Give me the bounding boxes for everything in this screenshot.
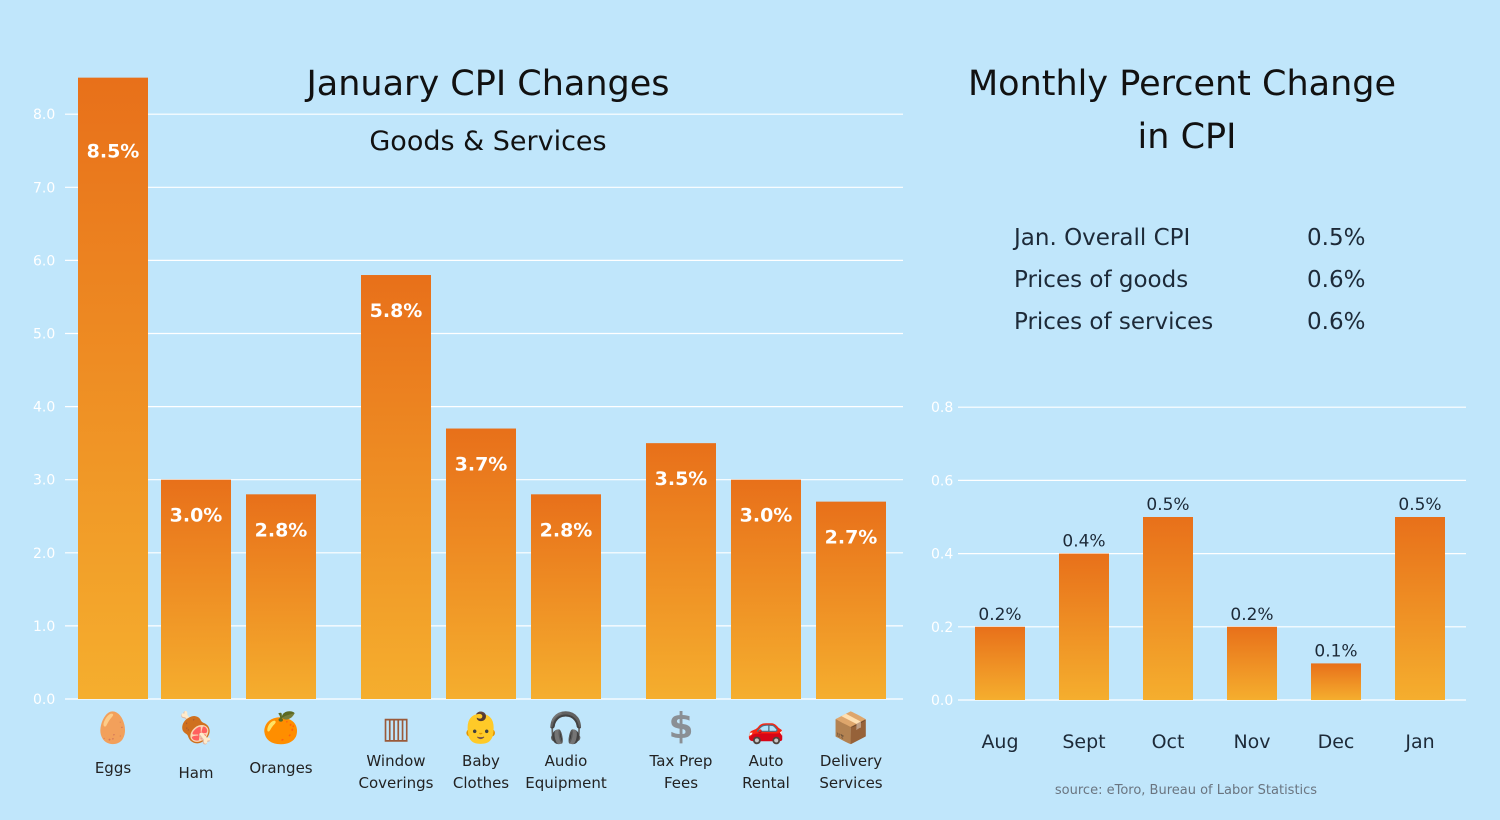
right-bar-value-label: 0.2% (1230, 605, 1273, 625)
right-bar-value-label: 0.2% (978, 605, 1021, 625)
summary-label: Prices of goods (1014, 267, 1188, 293)
monthly-cpi-chart: Monthly Percent Change in CPI Jan. Overa… (931, 64, 1466, 798)
left-bars: 8.5% 3.0% 2.8% 5.8% 3.7% 2.8% 3.5% 3.0% 2.7% (78, 77, 886, 699)
egg-icon: 🥚 (94, 710, 131, 746)
left-bar (731, 479, 801, 699)
right-y-tick-label: 0.6 (931, 473, 953, 489)
left-bar (78, 77, 148, 699)
left-category-label: Delivery (820, 752, 882, 770)
left-y-tick-label: 0.0 (33, 692, 55, 708)
right-month-label: Jan (1404, 731, 1434, 753)
right-month-label: Sept (1062, 731, 1105, 753)
right-month-label: Nov (1233, 731, 1270, 753)
headphones-icon: 🎧 (547, 710, 584, 746)
right-bar-value-label: 0.5% (1398, 495, 1441, 515)
baby-icon: 👶 (462, 710, 499, 746)
left-y-tick-label: 5.0 (33, 327, 55, 343)
left-category-label: Auto (749, 752, 784, 770)
left-category-label: Rental (742, 774, 790, 792)
left-bar-value-label: 3.7% (455, 454, 508, 476)
left-category-label: Equipment (525, 774, 607, 792)
left-y-tick-label: 3.0 (33, 473, 55, 489)
right-bar-value-label: 0.4% (1062, 532, 1105, 552)
january-cpi-chart: 0.0 1.0 2.0 3.0 4.0 5.0 6.0 7.0 8.0 January CPI … (33, 64, 903, 792)
left-category-label: Clothes (453, 774, 509, 792)
left-bar (531, 494, 601, 699)
left-category-label: Services (819, 774, 882, 792)
right-y-tick-label: 0.4 (931, 547, 953, 563)
left-y-tick-label: 8.0 (33, 107, 55, 123)
right-bar (1059, 553, 1109, 700)
orange-icon: 🍊 (262, 710, 301, 746)
right-y-tick-label: 0.2 (931, 620, 953, 636)
left-y-tick-label: 7.0 (33, 180, 55, 196)
left-category-label: Audio (545, 752, 588, 770)
package-icon: 📦 (832, 710, 869, 746)
left-category-label: Window (366, 752, 425, 770)
right-bar-value-label: 0.5% (1146, 495, 1189, 515)
left-category-label: Baby (462, 752, 500, 770)
right-y-tick-label: 0.8 (931, 400, 953, 416)
source-note: source: eToro, Bureau of Labor Statistic… (1055, 783, 1317, 798)
right-bar (1143, 517, 1193, 700)
right-month-label: Oct (1152, 731, 1185, 753)
left-chart-title: January CPI Changes (304, 64, 669, 104)
left-bar (361, 275, 431, 699)
summary-value: 0.6% (1307, 309, 1365, 335)
cpi-summary-table: Jan. Overall CPI 0.5% Prices of goods 0.6% P… (1012, 225, 1365, 335)
right-month-labels: Aug Sept Oct Nov Dec Jan (981, 731, 1434, 753)
right-bar (1311, 663, 1361, 700)
left-y-tick-label: 1.0 (33, 619, 55, 635)
right-gridlines (958, 406, 1466, 701)
left-bar (446, 428, 516, 699)
left-bar-value-label: 5.8% (370, 300, 423, 322)
left-category-label: Tax Prep (649, 752, 713, 770)
summary-label: Prices of services (1014, 309, 1213, 335)
summary-value: 0.5% (1307, 225, 1365, 251)
left-bar (816, 501, 886, 699)
window-icon: ▥ (382, 711, 410, 746)
right-chart-title-line2: in CPI (1138, 117, 1237, 157)
left-category-labels: 🥚 Eggs 🍖 Ham 🍊 Oranges ▥ Window Coverings 👶 Baby Cl… (94, 706, 882, 792)
right-bar (1227, 626, 1277, 700)
right-month-label: Aug (981, 731, 1018, 753)
left-bar (646, 443, 716, 699)
left-chart-subtitle: Goods & Services (369, 126, 606, 157)
right-bar (975, 626, 1025, 700)
left-category-label: Ham (178, 764, 213, 782)
left-category-label: Coverings (359, 774, 434, 792)
left-bar-value-label: 3.0% (170, 505, 223, 527)
right-y-tick-label: 0.0 (931, 693, 953, 709)
left-bar-value-label: 3.5% (655, 468, 708, 490)
right-bars: 0.2% 0.4% 0.5% 0.2% 0.1% 0.5% (975, 495, 1445, 700)
left-category-label: Eggs (95, 759, 132, 777)
car-icon: 🚗 (747, 711, 784, 746)
left-bar-value-label: 3.0% (740, 505, 793, 527)
left-bar-value-label: 8.5% (87, 141, 140, 163)
left-y-tick-label: 6.0 (33, 253, 55, 269)
right-bar-value-label: 0.1% (1314, 641, 1357, 661)
right-bar (1395, 517, 1445, 700)
summary-value: 0.6% (1307, 267, 1365, 293)
left-bar (246, 494, 316, 699)
left-y-tick-label: 2.0 (33, 546, 55, 562)
left-y-axis-ticks: 0.0 1.0 2.0 3.0 4.0 5.0 6.0 7.0 8.0 (33, 107, 55, 708)
left-y-tick-label: 4.0 (33, 400, 55, 416)
left-bar (161, 479, 231, 699)
left-category-label: Fees (664, 774, 698, 792)
right-chart-title-line1: Monthly Percent Change (968, 64, 1396, 104)
dollar-icon: $ (668, 706, 693, 747)
left-bar-value-label: 2.8% (540, 519, 593, 541)
left-category-label: Oranges (249, 759, 312, 777)
left-bar-value-label: 2.8% (255, 519, 308, 541)
left-bar-value-label: 2.7% (825, 527, 878, 549)
ham-icon: 🍖 (177, 709, 214, 747)
right-month-label: Dec (1318, 731, 1355, 753)
summary-label: Jan. Overall CPI (1012, 225, 1190, 251)
right-y-axis-ticks: 0.0 0.2 0.4 0.6 0.8 (931, 400, 953, 709)
